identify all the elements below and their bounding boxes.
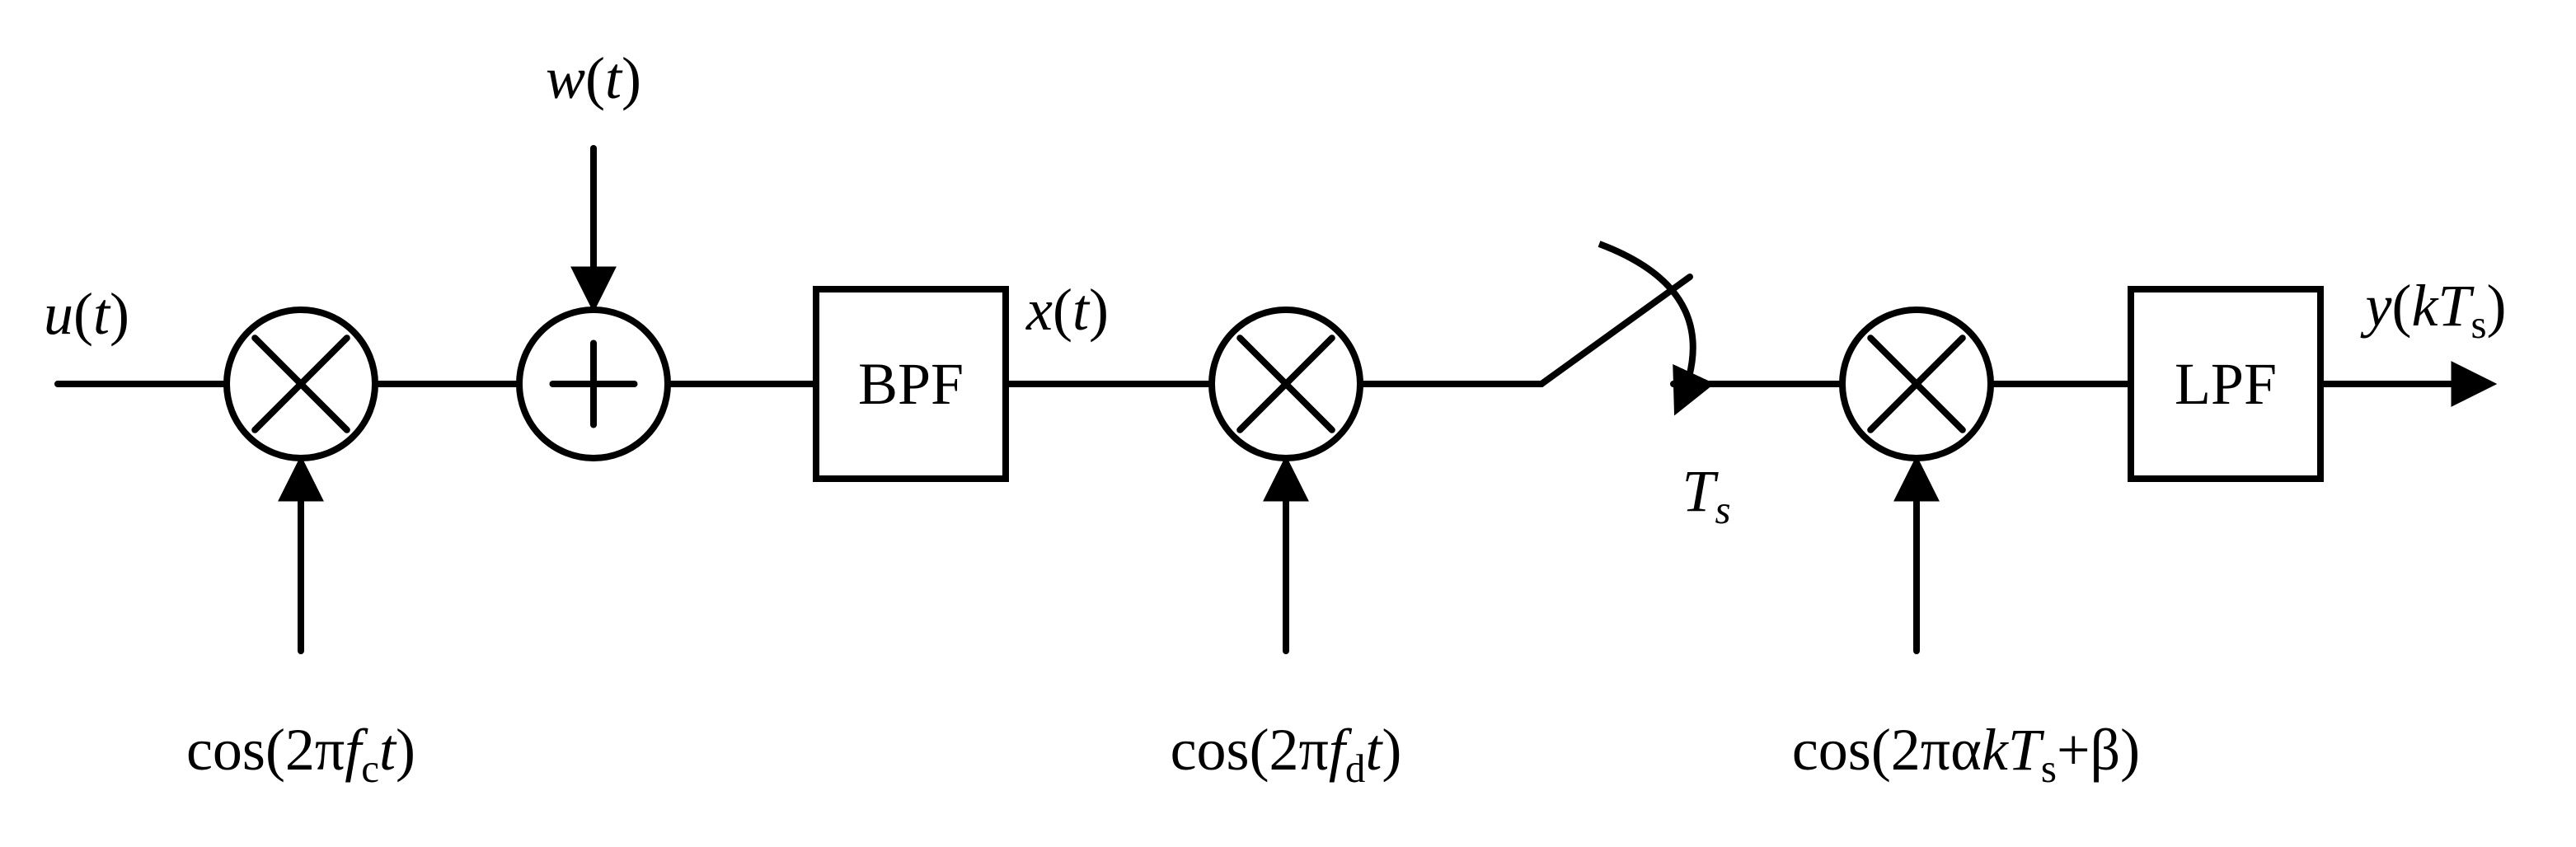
label-sample-period: Ts [1682, 458, 1730, 532]
label-input: u(t) [44, 281, 129, 347]
signal-block-diagram: BPF LPF u(t) w(t) x(t) Ts y(kTs) cos(2πfct) cos(… [0, 0, 2576, 847]
label-mid: x(t) [1025, 277, 1109, 343]
svg-text:LPF: LPF [2175, 351, 2277, 417]
svg-text:BPF: BPF [858, 351, 964, 417]
label-carrier2: cos(2πfdt) [1171, 717, 1402, 791]
label-noise: w(t) [546, 45, 641, 111]
label-carrier1: cos(2πfct) [186, 717, 415, 791]
label-output: y(kTs) [2360, 273, 2507, 347]
label-carrier3: cos(2παkTs+β) [1792, 717, 2140, 791]
